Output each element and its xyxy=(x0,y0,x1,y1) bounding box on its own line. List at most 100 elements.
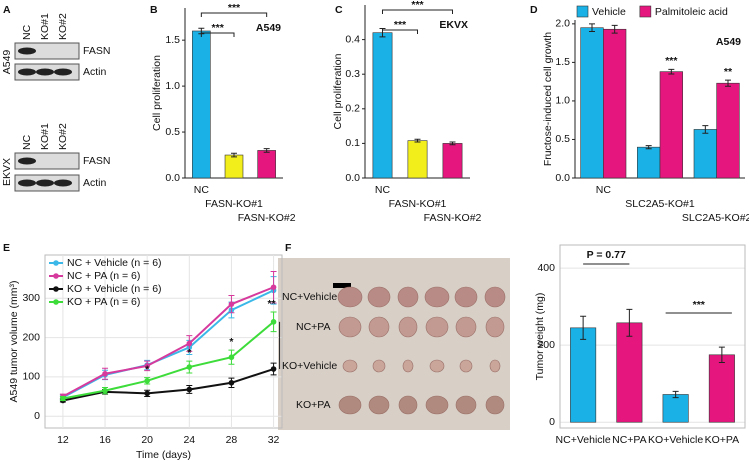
bar xyxy=(693,129,717,179)
y-tick-label: 0.0 xyxy=(345,172,360,184)
panel-letter: E xyxy=(3,242,10,254)
annotation: *** xyxy=(212,22,225,34)
blot-label: Actin xyxy=(83,177,107,189)
annotation: ** xyxy=(724,66,733,78)
lane-label: NC xyxy=(21,134,33,150)
significance-bracket xyxy=(382,29,418,34)
point xyxy=(186,386,193,393)
lane-label: KO#1 xyxy=(39,123,51,150)
cell-line-label: EKVX xyxy=(1,158,13,186)
tumor xyxy=(402,359,414,373)
legend-label: NC + Vehicle (n = 6) xyxy=(67,257,162,269)
error-bar xyxy=(702,125,709,134)
y-tick-label: 0.5 xyxy=(165,126,180,138)
scale-bar xyxy=(333,283,351,288)
error-bar xyxy=(718,346,725,364)
tumor xyxy=(398,395,418,415)
y-tick-label: 1.0 xyxy=(555,95,570,107)
annotation: *** xyxy=(665,55,678,67)
tumor xyxy=(484,286,506,308)
error-bar xyxy=(645,145,652,150)
tumor xyxy=(372,359,386,373)
tumor xyxy=(425,395,449,415)
tumor-photo xyxy=(278,258,510,430)
tumor xyxy=(367,286,391,308)
annotation: A549 xyxy=(256,22,281,34)
annotation: A549 xyxy=(716,36,741,48)
blot-label: FASN xyxy=(83,155,110,167)
axis-line xyxy=(574,20,745,179)
point xyxy=(102,387,108,394)
blot-band xyxy=(36,68,54,76)
cell-line-label: A549 xyxy=(1,50,13,75)
blot-band xyxy=(18,157,36,165)
y-axis-label: Cell proliferation xyxy=(151,55,163,131)
legend-marker xyxy=(53,286,59,292)
error-bar xyxy=(263,148,270,153)
bar xyxy=(257,150,276,179)
x-tick-label: 12 xyxy=(57,434,69,446)
panel-letter: C xyxy=(335,4,343,16)
point xyxy=(228,301,235,307)
point xyxy=(270,284,277,291)
y-tick-label: 2.0 xyxy=(555,18,570,30)
y-tick-label: 0.0 xyxy=(165,172,180,184)
bar xyxy=(407,140,428,179)
error-bar xyxy=(414,138,421,143)
y-tick-label: 300 xyxy=(22,292,40,304)
bar xyxy=(637,146,661,179)
x-tick-label: NC+PA xyxy=(612,434,647,446)
error-bar xyxy=(231,152,237,158)
y-tick-label: 0.0 xyxy=(555,172,570,184)
blot-strip xyxy=(14,42,80,60)
point xyxy=(60,395,66,402)
tumor xyxy=(454,286,478,308)
tumor xyxy=(397,286,419,308)
bar xyxy=(442,143,463,179)
tumor xyxy=(342,359,358,373)
blot-label: Actin xyxy=(83,66,107,78)
point xyxy=(228,354,235,361)
annotation: *** xyxy=(228,2,241,14)
error-bar xyxy=(580,315,587,340)
y-tick-label: 200 xyxy=(22,331,40,343)
x-tick-label: NC+Vehicle xyxy=(556,434,611,446)
x-tick-label: NC xyxy=(194,184,210,196)
y-axis-label: A549 tumor volume (mm³) xyxy=(8,281,20,403)
legend-swatch xyxy=(576,5,589,18)
annotation: * xyxy=(187,347,192,359)
point xyxy=(270,366,277,372)
error-bar xyxy=(626,308,633,337)
y-axis-label: Fructose-induced cell growth xyxy=(542,32,554,166)
tumor xyxy=(429,359,445,373)
bar xyxy=(570,327,597,423)
axis-line xyxy=(184,8,283,179)
tumor xyxy=(424,286,450,308)
y-tick-label: 0.4 xyxy=(345,33,360,45)
bar xyxy=(372,32,393,179)
y-tick-label: 0.5 xyxy=(555,133,570,145)
point xyxy=(144,390,150,397)
blot-band xyxy=(18,68,36,76)
annotation: * xyxy=(145,363,150,375)
x-tick-label: FASN-KO#2 xyxy=(238,212,296,224)
y-tick-label: 0 xyxy=(549,416,555,428)
blot-band xyxy=(18,47,36,55)
bar xyxy=(662,394,689,423)
y-tick-label: 0.3 xyxy=(345,68,360,80)
tumor xyxy=(338,395,362,415)
x-tick-label: SLC2A5-KO#1 xyxy=(625,198,695,210)
y-tick-label: 200 xyxy=(537,339,555,351)
point xyxy=(186,364,193,370)
point xyxy=(102,370,108,377)
x-tick-label: 28 xyxy=(226,434,238,446)
tumor xyxy=(455,395,477,415)
bar xyxy=(659,71,683,179)
x-tick-label: 20 xyxy=(141,434,153,446)
blot-band xyxy=(36,179,54,187)
photo-row-label: NC+Vehicle xyxy=(282,291,337,303)
significance-bracket xyxy=(382,9,453,14)
x-tick-label: KO+Vehicle xyxy=(648,434,703,446)
tumor xyxy=(368,316,390,338)
